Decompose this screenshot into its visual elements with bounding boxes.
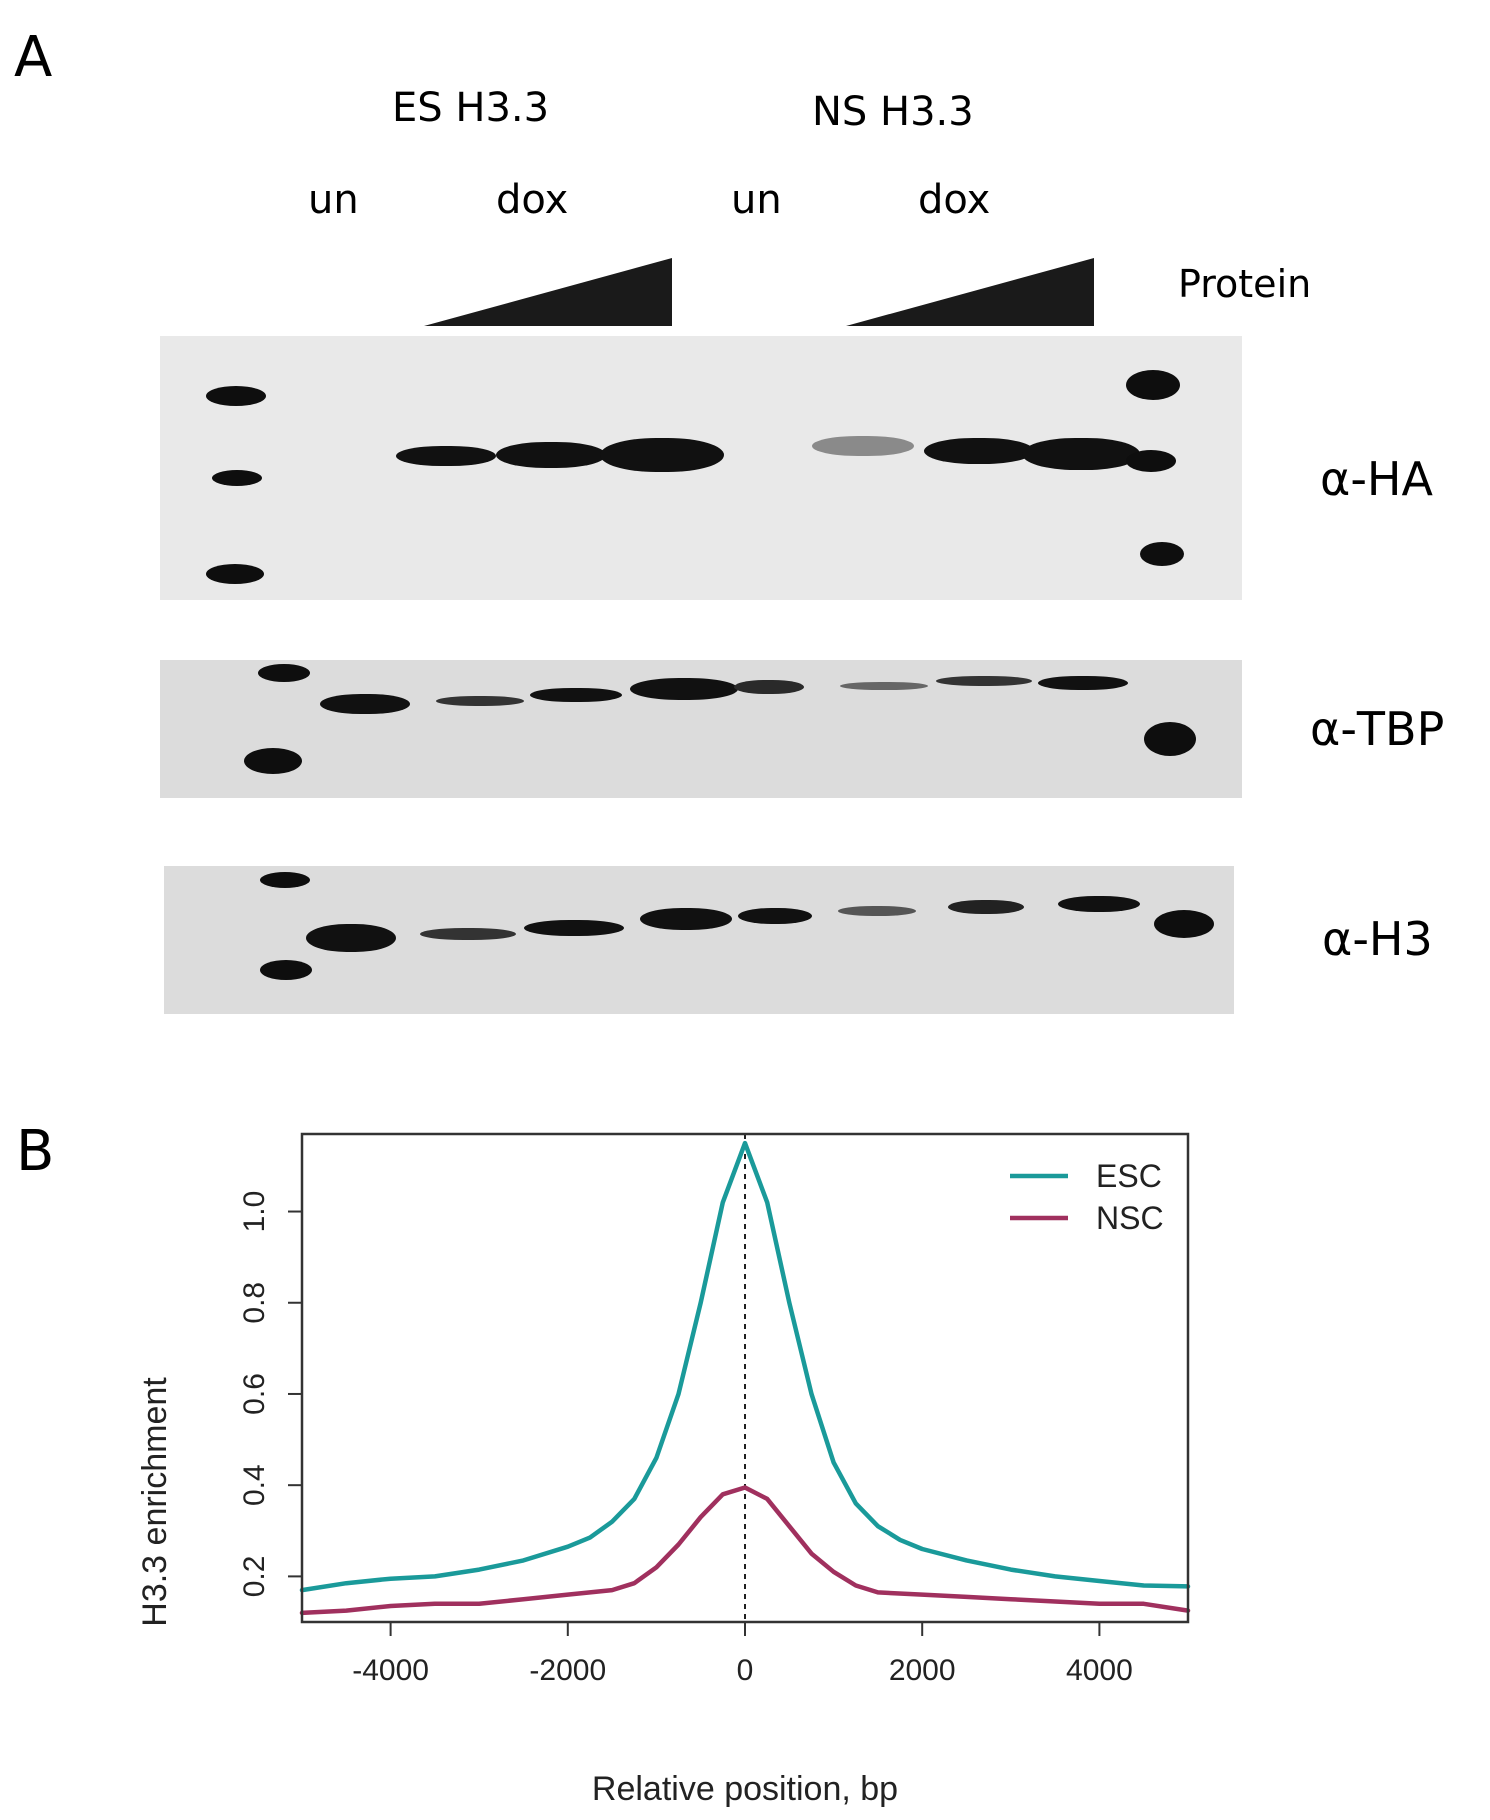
blot-band bbox=[530, 688, 622, 702]
blot-band bbox=[738, 908, 812, 924]
chart-legend: ESC NSC bbox=[1010, 1158, 1164, 1236]
blot-h3 bbox=[164, 866, 1234, 1014]
ladder-marker bbox=[1126, 370, 1180, 400]
y-tick-label: 0.6 bbox=[238, 1373, 271, 1415]
ladder-marker bbox=[206, 564, 264, 584]
ladder-marker bbox=[1126, 450, 1176, 472]
blot-band bbox=[496, 442, 606, 468]
legend-label: NSC bbox=[1096, 1200, 1164, 1236]
dox-gradient-wedge-ns bbox=[846, 258, 1094, 326]
blot-band bbox=[420, 928, 516, 940]
ladder-marker bbox=[258, 664, 310, 682]
blot-band bbox=[1022, 438, 1140, 470]
ladder-marker bbox=[244, 748, 302, 774]
panel-a-letter: A bbox=[14, 25, 53, 90]
condition-label-es-dox: dox bbox=[496, 177, 569, 223]
antibody-label-ha: α-HA bbox=[1320, 452, 1433, 506]
series-line-esc bbox=[299, 1140, 1191, 1593]
protein-ladder-label: Protein bbox=[1178, 262, 1312, 306]
blot-band bbox=[838, 906, 916, 916]
x-tick-label: 0 bbox=[737, 1654, 754, 1687]
group-label-es: ES H3.3 bbox=[392, 85, 550, 131]
legend-label: ESC bbox=[1096, 1158, 1162, 1194]
blot-band bbox=[936, 676, 1032, 686]
antibody-label-tbp: α-TBP bbox=[1310, 702, 1445, 756]
ladder-marker bbox=[212, 470, 262, 486]
blot-band bbox=[306, 924, 396, 952]
y-axis-label: H3.3 enrichment bbox=[136, 1377, 174, 1627]
condition-label-ns-un: un bbox=[731, 177, 782, 223]
x-tick-label: -4000 bbox=[352, 1654, 429, 1687]
ladder-marker bbox=[260, 960, 312, 980]
series-line-nsc bbox=[299, 1485, 1191, 1616]
blot-band bbox=[396, 446, 496, 466]
blot-band bbox=[840, 682, 928, 690]
ladder-marker bbox=[1144, 722, 1196, 756]
panel-b-letter: B bbox=[16, 1119, 55, 1184]
blot-tbp bbox=[160, 660, 1242, 798]
ladder-marker bbox=[1154, 910, 1214, 938]
blot-band bbox=[320, 694, 410, 714]
blot-band bbox=[524, 920, 624, 936]
antibody-label-h3: α-H3 bbox=[1322, 912, 1433, 966]
x-tick-label: -2000 bbox=[529, 1654, 606, 1687]
blot-band bbox=[630, 678, 738, 700]
blot-band bbox=[436, 696, 524, 706]
blot-band bbox=[640, 908, 732, 930]
y-tick-label: 0.4 bbox=[238, 1464, 271, 1506]
blot-band bbox=[948, 900, 1024, 914]
x-axis-label: Relative position, bp bbox=[592, 1770, 898, 1808]
blot-band bbox=[812, 436, 914, 456]
ladder-marker bbox=[206, 386, 266, 406]
x-tick-label: 2000 bbox=[889, 1654, 956, 1687]
group-label-ns: NS H3.3 bbox=[812, 89, 974, 135]
y-tick-label: 0.8 bbox=[238, 1282, 271, 1324]
condition-label-ns-dox: dox bbox=[918, 177, 991, 223]
condition-label-es-un: un bbox=[308, 177, 359, 223]
blot-ha bbox=[160, 336, 1242, 600]
y-tick-label: 1.0 bbox=[238, 1191, 271, 1233]
dox-gradient-wedge-es bbox=[424, 258, 672, 326]
ladder-marker bbox=[1140, 542, 1184, 566]
blot-band bbox=[1038, 676, 1128, 690]
y-tick-label: 0.2 bbox=[238, 1556, 271, 1598]
blot-band bbox=[734, 680, 804, 694]
blot-band bbox=[924, 438, 1034, 464]
blot-band bbox=[1058, 896, 1140, 912]
blot-band bbox=[600, 438, 724, 472]
enrichment-line-chart: -4000 -2000 0 2000 4000 0.2 0.4 0.6 0.8 1.0 ESC NS… bbox=[136, 1132, 1191, 1808]
ladder-marker bbox=[260, 872, 310, 888]
x-tick-label: 4000 bbox=[1066, 1654, 1133, 1687]
